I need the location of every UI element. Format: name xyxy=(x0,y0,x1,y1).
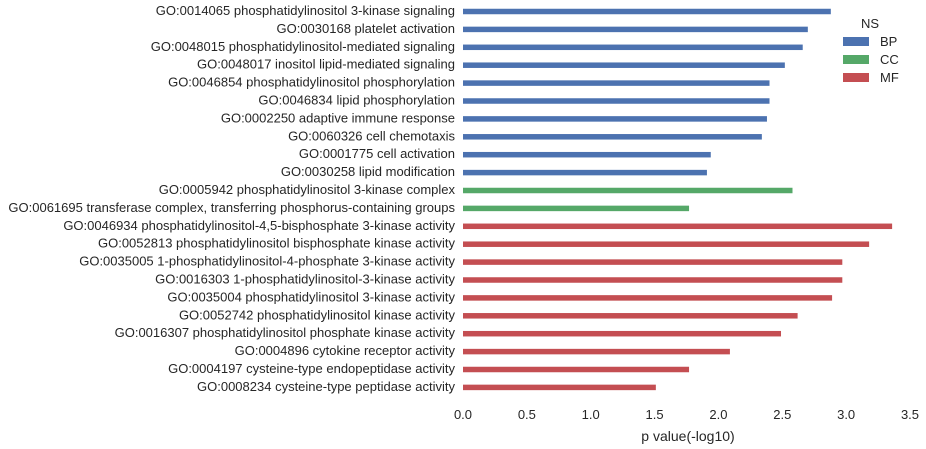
bar-12 xyxy=(463,223,893,230)
bar-13 xyxy=(463,241,870,247)
category-label-18: GO:0016307 phosphatidylinositol phosphat… xyxy=(115,325,456,340)
bar-8 xyxy=(463,151,711,158)
bars-layer xyxy=(463,8,893,391)
legend-label-cc: CC xyxy=(880,52,899,67)
legend-label-mf: MF xyxy=(880,70,899,85)
bar-11 xyxy=(463,205,690,212)
bar-15 xyxy=(463,277,843,283)
legend-entries: BP CC MF xyxy=(843,34,899,85)
category-label-0: GO:0014065 phosphatidylinositol 3-kinase… xyxy=(156,3,455,18)
legend-swatch-mf xyxy=(843,73,869,82)
bar-7 xyxy=(463,134,762,140)
x-tick-label-6: 3.0 xyxy=(837,407,855,422)
category-label-15: GO:0016303 1-phosphatidylinositol-3-kina… xyxy=(155,272,455,287)
category-label-5: GO:0046834 lipid phosphorylation xyxy=(258,93,455,108)
legend-title: NS xyxy=(861,16,879,31)
category-label-13: GO:0052813 phosphatidylinositol bisphosp… xyxy=(98,236,456,251)
category-label-2: GO:0048015 phosphatidylinositol-mediated… xyxy=(151,39,455,54)
x-tick-label-4: 2.0 xyxy=(709,407,727,422)
bar-17 xyxy=(463,313,798,319)
bar-1 xyxy=(463,26,808,33)
bar-19 xyxy=(463,348,730,355)
x-tick-label-3: 1.5 xyxy=(646,407,664,422)
x-tick-label-2: 1.0 xyxy=(582,407,600,422)
legend-swatch-bp xyxy=(843,37,869,46)
bar-3 xyxy=(463,62,785,68)
bar-5 xyxy=(463,98,770,104)
bar-18 xyxy=(463,330,782,337)
category-labels: GO:0014065 phosphatidylinositol 3-kinase… xyxy=(8,3,455,394)
bar-20 xyxy=(463,366,690,373)
x-axis-ticks: 0.0 0.5 1.0 1.5 2.0 2.5 3.0 3.5 xyxy=(454,407,919,422)
bar-6 xyxy=(463,116,767,122)
category-label-12: GO:0046934 phosphatidylinositol-4,5-bisp… xyxy=(63,218,455,233)
category-label-6: GO:0002250 adaptive immune response xyxy=(221,110,455,125)
bar-10 xyxy=(463,187,793,194)
category-label-7: GO:0060326 cell chemotaxis xyxy=(288,128,455,143)
bar-21 xyxy=(463,384,656,391)
bar-0 xyxy=(463,8,831,15)
bar-2 xyxy=(463,44,803,51)
category-label-21: GO:0008234 cysteine-type peptidase activ… xyxy=(197,379,455,394)
bar-14 xyxy=(463,259,843,265)
category-label-1: GO:0030168 platelet activation xyxy=(276,21,455,36)
category-label-9: GO:0030258 lipid modification xyxy=(281,164,455,179)
category-label-19: GO:0004896 cytokine receptor activity xyxy=(235,343,456,358)
legend-label-bp: BP xyxy=(880,34,897,49)
x-tick-label-0: 0.0 xyxy=(454,407,472,422)
bar-4 xyxy=(463,80,770,86)
x-tick-label-1: 0.5 xyxy=(518,407,536,422)
legend-swatch-cc xyxy=(843,55,869,64)
x-tick-label-5: 2.5 xyxy=(773,407,791,422)
category-label-3: GO:0048017 inositol lipid-mediated signa… xyxy=(197,57,455,72)
bar-9 xyxy=(463,169,707,176)
x-axis-label: p value(-log10) xyxy=(641,428,734,444)
legend: NS BP CC MF xyxy=(843,16,899,85)
category-label-16: GO:0035004 phosphatidylinositol 3-kinase… xyxy=(167,289,455,304)
category-label-14: GO:0035005 1-phosphatidylinositol-4-phos… xyxy=(79,254,455,269)
category-label-17: GO:0052742 phosphatidylinositol kinase a… xyxy=(179,307,456,322)
category-label-10: GO:0005942 phosphatidylinositol 3-kinase… xyxy=(159,182,456,197)
category-label-11: GO:0061695 transferase complex, transfer… xyxy=(8,200,455,215)
category-label-20: GO:0004197 cysteine-type endopeptidase a… xyxy=(168,361,455,376)
category-label-8: GO:0001775 cell activation xyxy=(299,146,455,161)
x-tick-label-7: 3.5 xyxy=(901,407,919,422)
category-label-4: GO:0046854 phosphatidylinositol phosphor… xyxy=(168,75,455,90)
bar-16 xyxy=(463,295,833,301)
